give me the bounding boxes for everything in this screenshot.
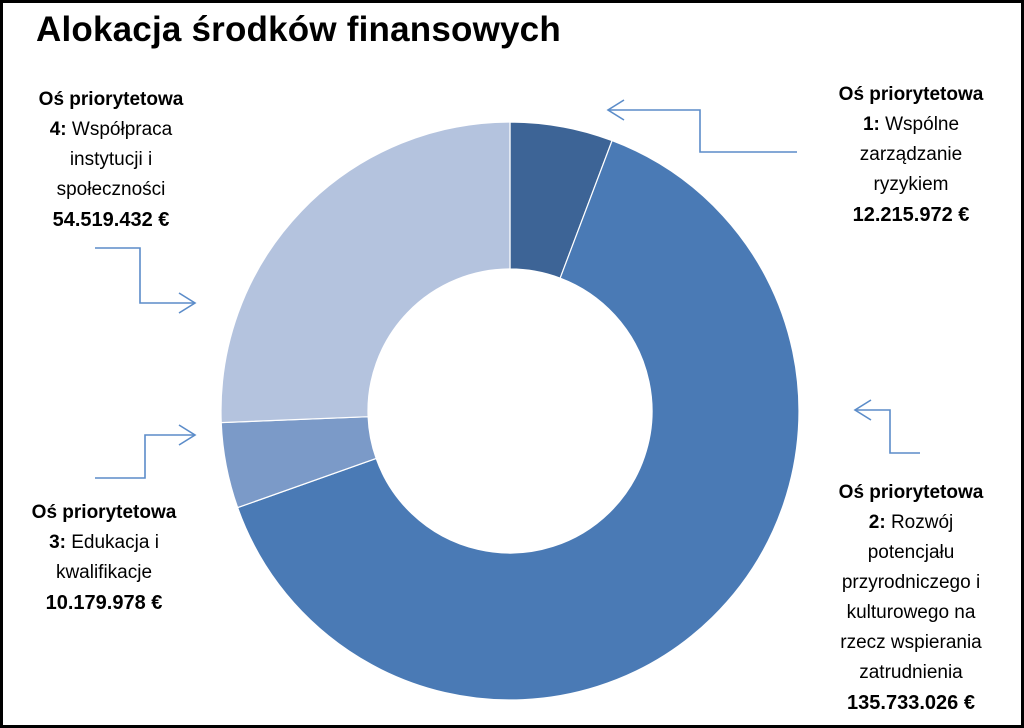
arrow-slice-1	[608, 109, 797, 153]
slice-2-name-line: przyrodniczego i	[841, 572, 981, 593]
slice-2-number: 2:	[868, 512, 886, 533]
slice-2-name-line: rzecz wspierania	[840, 632, 982, 653]
slice-2-name-line: Rozwój	[890, 512, 954, 533]
slice-1-name-line: zarządzanie	[859, 144, 963, 165]
slice-3-amount: 10.179.978 €	[45, 592, 163, 614]
slice-label-1: Oś priorytetowa 1: Wspólne zarządzanie r…	[800, 80, 1022, 230]
slice-4-name-line: instytucji i	[69, 149, 153, 170]
slice-4-name-line: społeczności	[56, 179, 166, 200]
arrow-slice-4	[95, 247, 195, 304]
slice-1-name-line: ryzykiem	[873, 174, 949, 195]
slice-4-prefix: Oś priorytetowa	[38, 89, 184, 110]
slice-3-prefix: Oś priorytetowa	[31, 502, 177, 523]
slice-4-amount: 54.519.432 €	[52, 209, 170, 231]
slice-1-amount: 12.215.972 €	[852, 204, 970, 226]
leader-arrows	[95, 99, 920, 479]
slice-2-amount: 135.733.026 €	[847, 692, 975, 714]
slice-label-3: Oś priorytetowa 3: Edukacja i kwalifikac…	[4, 498, 204, 618]
slice-2-name-line: kulturowego na	[846, 602, 976, 623]
doughnut-slice-2	[236, 139, 800, 701]
arrow-slice-4-head	[178, 292, 197, 314]
slice-1-prefix: Oś priorytetowa	[838, 84, 984, 105]
slice-3-name-line: kwalifikacje	[55, 562, 153, 583]
slice-label-4: Oś priorytetowa 4: Współpraca instytucji…	[4, 85, 218, 235]
slice-3-name-line: Edukacja i	[71, 532, 159, 553]
doughnut-slice-4	[220, 121, 511, 424]
slice-2-prefix: Oś priorytetowa	[838, 482, 984, 503]
arrow-slice-2-head	[853, 399, 872, 421]
chart-title: Alokacja środków finansowych	[36, 10, 561, 49]
slice-label-2: Oś priorytetowa 2: Rozwój potencjału prz…	[800, 478, 1022, 718]
arrow-slice-2	[855, 409, 920, 454]
arrow-slice-3-head	[178, 424, 197, 446]
slice-3-number: 3:	[49, 532, 66, 553]
arrow-slice-3	[95, 434, 195, 479]
slice-1-name-line: Wspólne	[885, 114, 960, 135]
slice-2-name-line: zatrudnienia	[859, 662, 963, 683]
arrow-slice-1-head	[606, 99, 625, 121]
doughnut-slices	[220, 121, 800, 701]
slice-4-number: 4:	[49, 119, 67, 140]
slice-2-name-line: potencjału	[867, 542, 955, 563]
slice-1-number: 1:	[862, 114, 880, 135]
slice-4-name-line: Współpraca	[71, 119, 173, 140]
